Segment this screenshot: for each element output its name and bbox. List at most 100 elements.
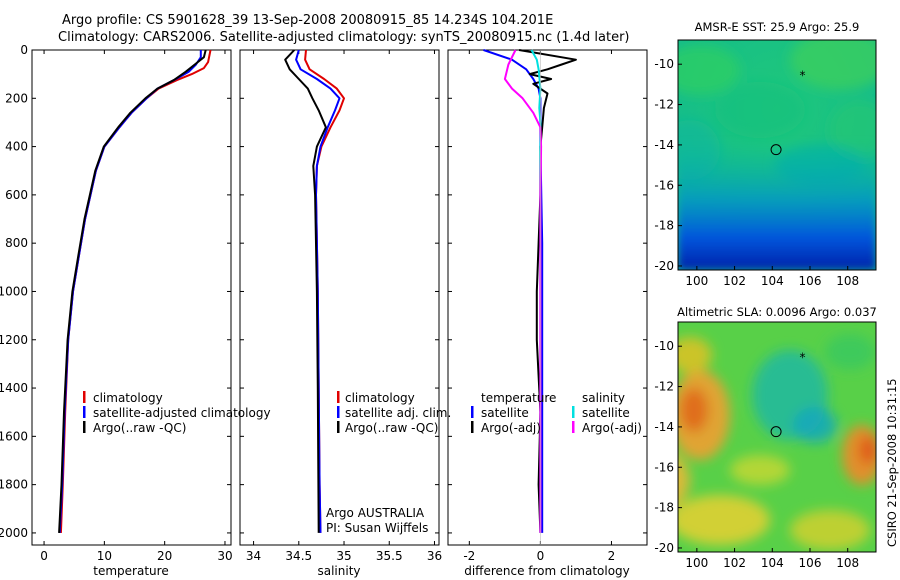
y-tick-label: 1800 [0, 478, 28, 492]
legend-label-sal-argo: Argo(-adj) [582, 421, 642, 435]
difference-legend: temperature satellite Argo(-adj) salinit… [471, 391, 642, 435]
map-y-tick-label: -20 [654, 259, 674, 273]
map-x-tick-label: 100 [685, 556, 708, 570]
sst-axes-frame [677, 39, 877, 271]
argo-position-marker [770, 144, 782, 156]
x-tick-label: 0 [40, 549, 48, 563]
map-x-tick-label: 102 [723, 274, 746, 288]
y-tick-label: 1600 [0, 429, 28, 443]
map-y-tick-label: -16 [654, 178, 674, 192]
legend-label-argo: Argo(..raw -QC) [345, 421, 438, 435]
csiro-timestamp: CSIRO 21-Sep-2008 10:31:15 [885, 378, 899, 547]
legend-swatch-argo [83, 421, 86, 433]
map-x-tick-label: 108 [836, 274, 859, 288]
figure-title-line1: Argo profile: CS 5901628_39 13-Sep-2008 … [62, 13, 553, 28]
sla-map-panel: Altimetric SLA: 0.0096 Argo: 0.037 100 10… [654, 305, 877, 570]
sst-axes: 100 102 104 106 108 -10 -12 -14 -16 -18 -20 [654, 57, 859, 288]
y-tick-label: 800 [5, 236, 28, 250]
map-x-tick-label: 106 [799, 274, 822, 288]
legend-swatch-satellite [337, 406, 340, 418]
temperature-xlabel: temperature [93, 564, 168, 578]
series-line-argo-raw-qc [284, 49, 327, 533]
sst-southern-cool-water [678, 140, 876, 270]
x-tick-label: 20 [157, 549, 172, 563]
map-x-tick-label: 102 [723, 556, 746, 570]
legend-swatch-sal-argo [572, 421, 575, 433]
legend-swatch-temp-argo [471, 421, 474, 433]
legend-label-salinity: salinity [582, 391, 625, 405]
credit-line1: Argo AUSTRALIA [326, 506, 425, 520]
difference-axes-frame [447, 49, 648, 546]
sla-heatmap [678, 322, 876, 552]
legend-label-satellite: satellite adj. clim. [345, 406, 451, 420]
map-x-tick-label: 104 [761, 556, 784, 570]
temperature-axes-frame [31, 49, 232, 546]
marker-star: * [799, 350, 805, 364]
x-tick-label: 34 [246, 549, 261, 563]
temperature-legend: climatology satellite-adjusted climatolo… [83, 391, 271, 435]
credit-line2: PI: Susan Wijffels [326, 521, 428, 535]
map-y-tick-label: -10 [654, 57, 674, 71]
temperature-series [58, 49, 212, 533]
series-line-salinity-argo-adj [503, 49, 543, 533]
legend-label-satellite: satellite-adjusted climatology [93, 406, 271, 420]
x-tick-label: 0 [537, 549, 545, 563]
map-y-tick-label: -14 [654, 138, 674, 152]
salinity-y-ticks [240, 49, 439, 534]
salinity-axes-frame [239, 49, 440, 546]
x-tick-label: 36 [427, 549, 442, 563]
y-tick-label: 1000 [0, 284, 28, 298]
sst-markers: * [770, 68, 805, 156]
series-line-temperature-satellite [483, 49, 544, 533]
legend-swatch-sal-satellite [572, 406, 575, 418]
legend-swatch-satellite [83, 406, 86, 418]
salinity-legend: climatology satellite adj. clim. Argo(..… [337, 391, 451, 435]
series-line-satellite-adjusted-climatology [58, 50, 202, 533]
salinity-xlabel: salinity [317, 564, 360, 578]
figure-title-line2: Climatology: CARS2006. Satellite-adjuste… [58, 30, 630, 45]
difference-y-ticks [448, 49, 647, 534]
sst-heatmap [678, 40, 876, 270]
legend-label-argo: Argo(..raw -QC) [93, 421, 186, 435]
map-y-tick-label: -18 [654, 219, 674, 233]
argo-position-marker [770, 426, 782, 438]
sla-map-title: Altimetric SLA: 0.0096 Argo: 0.037 [677, 305, 877, 319]
sla-field-texture [678, 334, 876, 550]
map-x-tick-label: 100 [685, 274, 708, 288]
legend-label-temperature: temperature [481, 391, 556, 405]
y-tick-label: 1200 [0, 333, 28, 347]
map-y-tick-label: -14 [654, 420, 674, 434]
x-tick-label: 34.5 [285, 549, 312, 563]
legend-swatch-climatology [337, 391, 340, 403]
legend-swatch-temp-satellite [471, 406, 474, 418]
difference-series [483, 49, 577, 545]
legend-label-temp-satellite: satellite [481, 406, 529, 420]
difference-panel: -2 0 2 difference from climatology tempera… [447, 49, 648, 578]
sla-axes-frame [677, 321, 877, 553]
sla-markers: * [770, 350, 805, 438]
salinity-panel: 34 34.5 35 35.5 36 salinity climatology sate… [239, 49, 451, 578]
sla-axes: 100 102 104 106 108 -10 -12 -14 -16 -18 -20 [654, 339, 859, 570]
map-y-tick-label: -12 [654, 380, 674, 394]
x-tick-label: 35.5 [376, 549, 403, 563]
marker-star: * [799, 68, 805, 82]
series-line-climatology [59, 49, 212, 533]
legend-swatch-climatology [83, 391, 86, 403]
y-tick-label: 400 [5, 140, 28, 154]
temperature-x-axis: 0 10 20 30 [40, 50, 233, 563]
legend-label-climatology: climatology [93, 391, 163, 405]
difference-xlabel: difference from climatology [464, 564, 630, 578]
y-tick-label: 200 [5, 91, 28, 105]
salinity-x-axis: 34 34.5 35 35.5 36 [246, 50, 442, 563]
y-tick-label: 1400 [0, 381, 28, 395]
x-tick-label: 10 [97, 549, 112, 563]
x-tick-label: 35 [336, 549, 351, 563]
sst-map-panel: AMSR-E SST: 25.9 Argo: 25.9 100 102 104 106… [654, 20, 877, 288]
sst-map-title: AMSR-E SST: 25.9 Argo: 25.9 [695, 20, 860, 34]
map-y-tick-label: -12 [654, 98, 674, 112]
map-y-tick-label: -20 [654, 541, 674, 555]
x-tick-label: -2 [463, 549, 475, 563]
legend-swatch-argo [337, 421, 340, 433]
map-x-tick-label: 108 [836, 556, 859, 570]
